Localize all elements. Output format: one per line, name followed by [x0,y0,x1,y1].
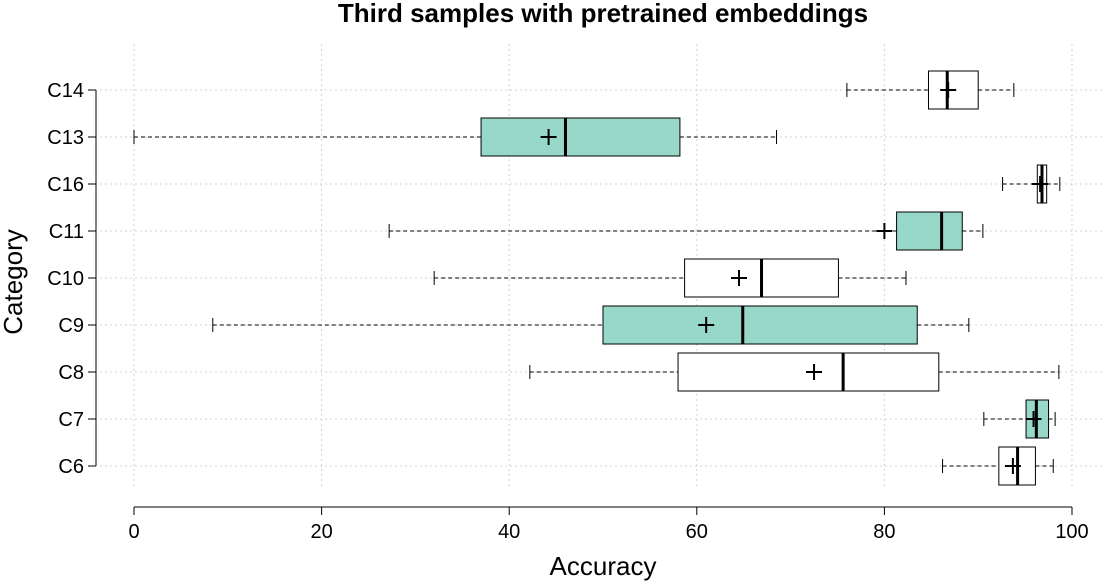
y-tick-label: C7 [58,409,84,431]
box-c11 [388,211,984,251]
x-tick-label: 60 [686,521,708,543]
box-c16 [1002,164,1061,204]
box-c6 [942,446,1054,486]
y-tick-label: C6 [58,456,84,478]
axes: 0 20 40 60 80 100 C14 C13 C16 C11 C10 C9 C8 C7 C6 [47,80,1088,543]
y-tick-label: C8 [58,362,84,384]
x-tick-label: 100 [1055,521,1088,543]
box-c8 [529,352,1060,392]
iqr-box [602,305,918,345]
box-c13 [133,117,778,157]
boxes [133,70,1061,486]
y-tick-label: C11 [49,221,84,243]
x-tick-label: 40 [498,521,520,543]
grid [100,44,1105,489]
y-tick-label: C13 [47,127,84,149]
chart-title: Third samples with pretrained embeddings [338,0,868,28]
iqr-box [480,117,681,157]
y-tick-label: C9 [58,315,84,337]
y-tick-label: C16 [47,174,84,196]
y-tick-label: C10 [47,268,84,290]
x-tick-label: 0 [128,521,139,543]
iqr-box [896,211,963,251]
x-tick-label: 80 [873,521,895,543]
box-c7 [983,399,1056,439]
box-c10 [433,258,907,298]
x-tick-label: 20 [310,521,332,543]
y-axis-label: Category [0,229,28,335]
box-c9 [212,305,970,345]
y-tick-label: C14 [47,80,84,102]
x-axis-label: Accuracy [550,551,657,581]
box-c14 [846,70,1015,110]
